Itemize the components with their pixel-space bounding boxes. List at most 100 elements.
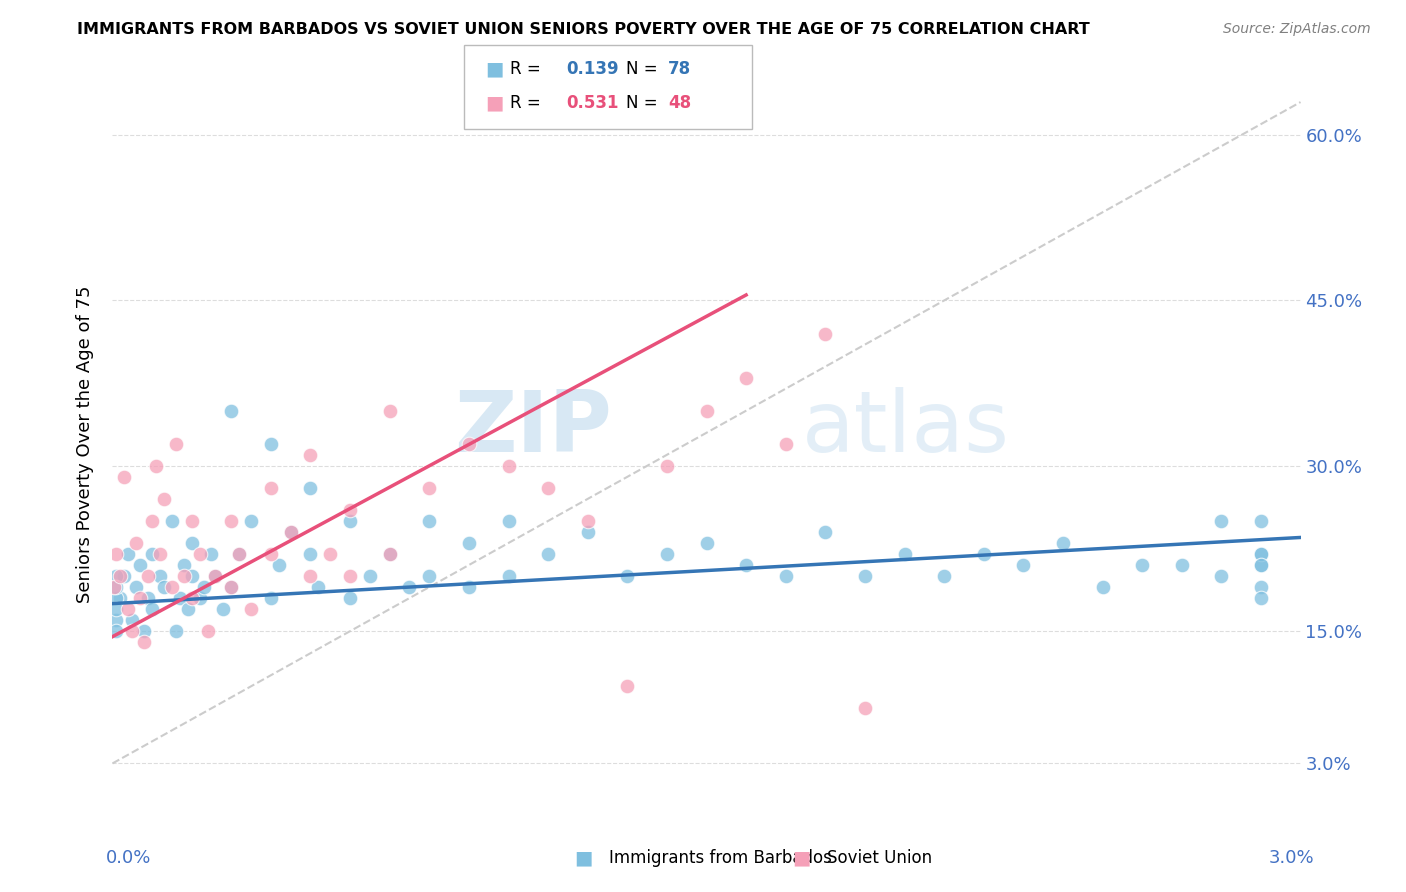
Point: [359, 569, 381, 583]
Text: 0.139: 0.139: [567, 60, 619, 78]
Point: [1250, 580, 1272, 594]
Point: [134, 635, 156, 649]
Point: [105, 580, 128, 594]
Y-axis label: Seniors Poverty Over the Age of 75: Seniors Poverty Over the Age of 75: [76, 285, 94, 602]
Point: [339, 591, 361, 605]
Point: [105, 613, 128, 627]
Point: [696, 403, 718, 417]
Point: [141, 547, 163, 561]
Point: [735, 558, 758, 572]
Point: [165, 624, 187, 639]
Point: [197, 624, 219, 639]
Point: [1250, 558, 1272, 572]
Point: [458, 436, 481, 450]
Text: ZIP: ZIP: [454, 387, 612, 470]
Point: [180, 591, 202, 605]
Point: [221, 514, 243, 528]
Point: [193, 580, 215, 594]
Point: [1211, 514, 1233, 528]
Point: [145, 458, 167, 473]
Point: [398, 580, 420, 594]
Text: ■: ■: [485, 93, 503, 112]
Point: [221, 580, 243, 594]
Point: [378, 547, 401, 561]
Point: [188, 547, 211, 561]
Point: [893, 547, 915, 561]
Point: [125, 536, 148, 550]
Point: [280, 524, 302, 539]
Point: [814, 524, 837, 539]
Point: [458, 536, 481, 550]
Text: N =: N =: [626, 94, 662, 112]
Point: [260, 591, 283, 605]
Point: [129, 558, 152, 572]
Text: 3.0%: 3.0%: [1270, 849, 1315, 867]
Point: [1091, 580, 1114, 594]
Point: [121, 624, 143, 639]
Point: [696, 536, 718, 550]
Point: [149, 547, 172, 561]
Point: [576, 524, 599, 539]
Point: [105, 547, 128, 561]
Point: [814, 326, 837, 341]
Point: [221, 580, 243, 594]
Point: [735, 370, 758, 384]
Point: [212, 602, 235, 616]
Point: [299, 448, 322, 462]
Point: [319, 547, 342, 561]
Point: [136, 569, 159, 583]
Point: [853, 701, 876, 715]
Point: [458, 580, 481, 594]
Point: [160, 580, 183, 594]
Point: [576, 514, 599, 528]
Text: atlas: atlas: [801, 387, 1010, 470]
Point: [141, 602, 163, 616]
Text: ■: ■: [792, 848, 811, 868]
Point: [173, 558, 195, 572]
Text: R =: R =: [510, 60, 547, 78]
Point: [1052, 536, 1074, 550]
Point: [117, 547, 139, 561]
Point: [655, 547, 678, 561]
Point: [1250, 514, 1272, 528]
Point: [112, 569, 135, 583]
Point: [1250, 558, 1272, 572]
Point: [537, 547, 560, 561]
Point: [339, 503, 361, 517]
Point: [655, 458, 678, 473]
Point: [1250, 591, 1272, 605]
Text: ■: ■: [485, 59, 503, 78]
Text: 0.0%: 0.0%: [105, 849, 150, 867]
Point: [498, 458, 520, 473]
Point: [149, 569, 172, 583]
Text: 0.531: 0.531: [567, 94, 619, 112]
Point: [200, 547, 222, 561]
Point: [165, 436, 187, 450]
Point: [204, 569, 226, 583]
Text: N =: N =: [626, 60, 662, 78]
Point: [1250, 547, 1272, 561]
Point: [280, 524, 302, 539]
Point: [418, 514, 440, 528]
Point: [339, 514, 361, 528]
Point: [299, 569, 322, 583]
Point: [136, 591, 159, 605]
Point: [180, 569, 202, 583]
Point: [180, 536, 202, 550]
Point: [260, 436, 283, 450]
Point: [299, 481, 322, 495]
Text: IMMIGRANTS FROM BARBADOS VS SOVIET UNION SENIORS POVERTY OVER THE AGE OF 75 CORR: IMMIGRANTS FROM BARBADOS VS SOVIET UNION…: [77, 22, 1090, 37]
Point: [105, 624, 128, 639]
Point: [240, 514, 263, 528]
Point: [105, 569, 128, 583]
Point: [267, 558, 290, 572]
Point: [498, 514, 520, 528]
Point: [537, 481, 560, 495]
Point: [129, 591, 152, 605]
Point: [418, 481, 440, 495]
Point: [103, 580, 125, 594]
Point: [153, 580, 176, 594]
Point: [125, 580, 148, 594]
Point: [775, 436, 797, 450]
Point: [121, 613, 143, 627]
